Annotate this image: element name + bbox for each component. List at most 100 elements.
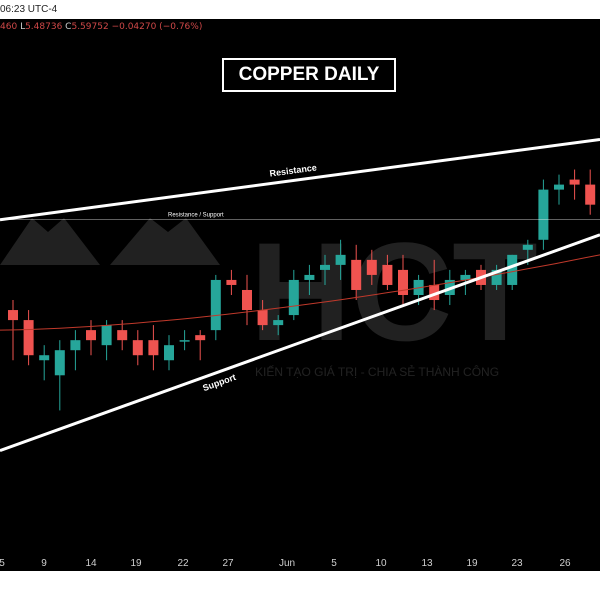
candle-body xyxy=(148,340,159,356)
candles-group xyxy=(8,169,596,411)
candle xyxy=(210,274,221,341)
x-tick-label: 13 xyxy=(421,558,433,569)
candle-body xyxy=(179,340,190,342)
candle xyxy=(288,269,299,321)
candle xyxy=(242,274,252,326)
x-tick-label: 10 xyxy=(375,558,387,569)
candle-body xyxy=(522,244,533,250)
candle-body xyxy=(8,310,18,321)
candle xyxy=(195,330,206,361)
top-status-strip: 06:23 UTC-4 xyxy=(0,0,600,19)
candle xyxy=(320,254,330,285)
candle xyxy=(132,330,143,366)
candle-body xyxy=(460,274,471,280)
candle xyxy=(70,330,81,371)
candle xyxy=(148,325,159,371)
candle xyxy=(398,254,408,306)
x-tick-label: Jun xyxy=(278,558,296,569)
candle-body xyxy=(210,279,221,331)
candle-body xyxy=(335,254,346,265)
candle-body xyxy=(554,184,564,190)
candle-body xyxy=(507,254,518,285)
x-tick-label: 14 xyxy=(85,558,97,569)
candle xyxy=(366,249,377,285)
candle-body xyxy=(86,330,96,341)
candle-body xyxy=(382,264,393,285)
x-tick-label: 27 xyxy=(222,558,234,569)
candle-body xyxy=(39,355,50,361)
candle-body xyxy=(538,189,549,240)
candle-body xyxy=(226,279,237,285)
candle xyxy=(491,264,502,290)
x-tick-label: 22 xyxy=(177,558,189,569)
candle xyxy=(39,345,50,381)
candle-body xyxy=(257,310,268,326)
x-tick-label: 19 xyxy=(466,558,478,569)
candle xyxy=(117,320,128,351)
candle-body xyxy=(273,320,284,326)
x-tick-label: 19 xyxy=(130,558,142,569)
candle xyxy=(54,340,65,411)
candle xyxy=(335,239,346,280)
ohlc-low-label: L xyxy=(20,22,26,32)
candle-body xyxy=(23,320,34,356)
chart-area[interactable] xyxy=(0,19,600,571)
candle xyxy=(164,335,174,371)
candle-body xyxy=(491,269,502,285)
chart-title: COPPER DAILY xyxy=(222,58,396,92)
candle-body xyxy=(132,340,143,356)
watermark-mountain-right xyxy=(110,218,220,265)
candle-body xyxy=(569,179,580,185)
candle xyxy=(101,320,112,361)
x-tick-label: 5 xyxy=(331,558,337,569)
candle-body xyxy=(195,335,206,341)
bottom-strip xyxy=(0,571,600,600)
candle xyxy=(226,269,237,295)
trendline-resistance[interactable] xyxy=(0,137,600,222)
candle xyxy=(86,320,96,356)
candle xyxy=(257,300,268,331)
x-tick-label: 26 xyxy=(559,558,571,569)
candle-body xyxy=(101,325,112,346)
candle-body xyxy=(164,345,174,361)
trendline-label: Resistance xyxy=(269,162,317,178)
candle xyxy=(585,169,596,215)
candle xyxy=(304,264,315,295)
candle xyxy=(554,174,564,205)
candle xyxy=(507,254,518,290)
candle-body xyxy=(320,264,330,270)
ohlc-readout: 460 L5.48736 C5.59752 −0.04270 (−0.76%) xyxy=(0,22,202,32)
x-tick-label: 5 xyxy=(0,558,5,569)
candle-body xyxy=(398,269,408,295)
candle-body xyxy=(429,284,440,301)
candle-body xyxy=(242,289,252,311)
candle-body xyxy=(54,350,65,376)
candle xyxy=(382,254,393,290)
candle-body xyxy=(585,184,596,205)
candle xyxy=(538,179,549,250)
ohlc-close: 5.59752 xyxy=(71,22,109,32)
candle xyxy=(23,310,34,366)
candle xyxy=(179,330,190,351)
candle-body xyxy=(366,259,377,275)
ohlc-low: 5.48736 xyxy=(25,22,63,32)
ohlc-close-label: C xyxy=(65,22,72,32)
ohlc-change: −0.04270 (−0.76%) xyxy=(111,22,203,32)
candle-body xyxy=(351,259,362,290)
x-tick-label: 9 xyxy=(41,558,47,569)
x-tick-label: 23 xyxy=(511,558,523,569)
watermark-tagline: KIẾN TẠO GIÁ TRỊ - CHIA SẺ THÀNH CÔNG xyxy=(255,364,499,379)
candle-body xyxy=(304,274,315,280)
candle-body xyxy=(288,279,299,316)
watermark-mountain-left xyxy=(0,218,100,265)
moving-average-line xyxy=(0,254,600,331)
candle xyxy=(351,244,362,301)
ohlc-open-fragment: 460 xyxy=(0,22,18,32)
candle-body xyxy=(117,330,128,341)
candle-body xyxy=(70,340,81,351)
trendline-support[interactable] xyxy=(0,233,600,452)
candle xyxy=(569,169,580,200)
trendline-label: Resistance / Support xyxy=(168,213,224,219)
candle xyxy=(273,315,284,336)
